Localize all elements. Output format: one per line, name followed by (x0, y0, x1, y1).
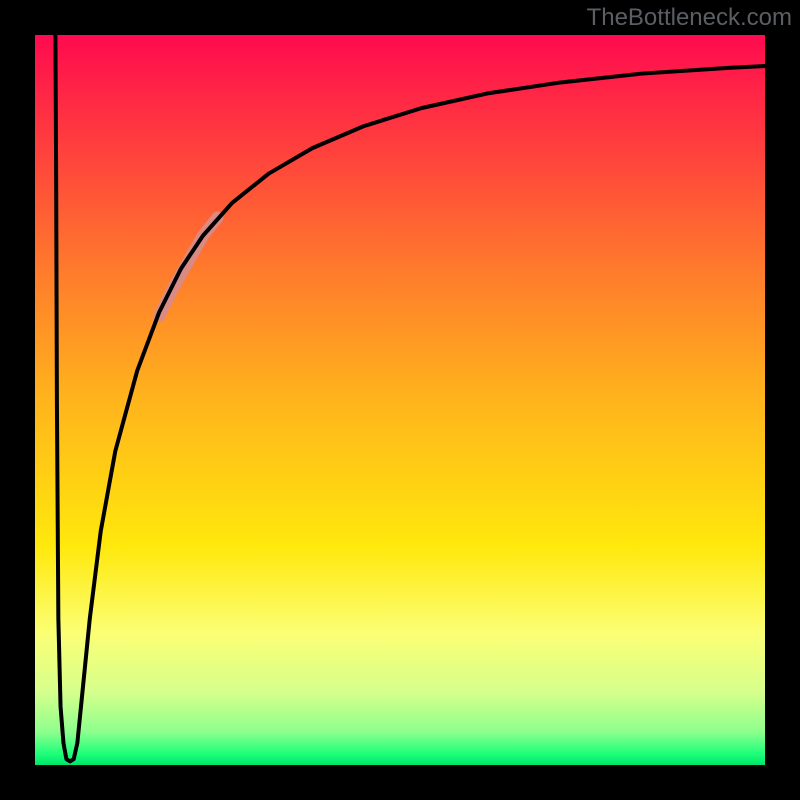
gradient-background (35, 35, 765, 765)
watermark-text: TheBottleneck.com (587, 4, 792, 32)
bottleneck-chart: TheBottleneck.com (0, 0, 800, 800)
chart-svg (0, 0, 800, 800)
